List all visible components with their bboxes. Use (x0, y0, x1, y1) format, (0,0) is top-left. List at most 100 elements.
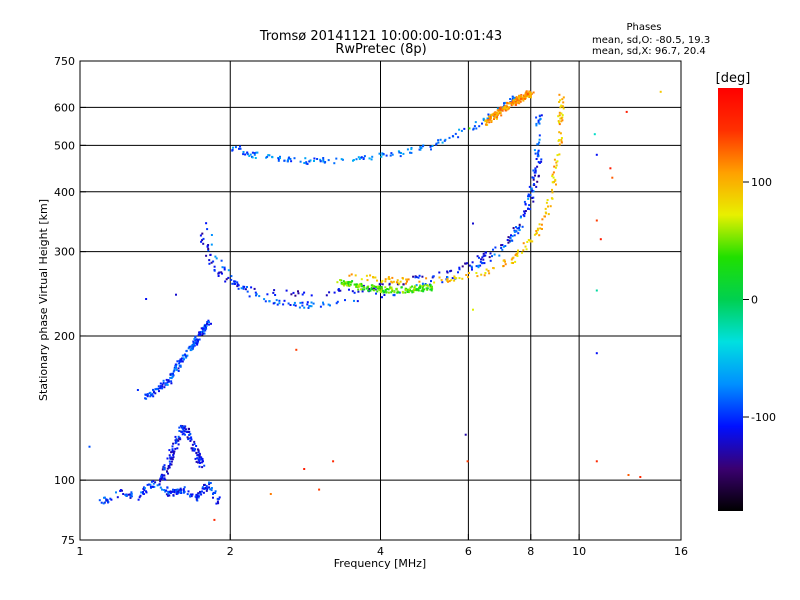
data-point (139, 494, 142, 497)
data-point (200, 327, 203, 330)
data-point (360, 282, 363, 285)
data-point (347, 281, 350, 284)
data-point (519, 100, 522, 103)
data-point (519, 216, 522, 219)
data-point (439, 138, 442, 141)
data-point (312, 302, 315, 305)
data-point (533, 183, 535, 186)
data-point (551, 197, 554, 200)
data-point (239, 145, 241, 148)
data-point (555, 161, 558, 164)
data-point (130, 495, 132, 498)
data-point (485, 121, 488, 124)
data-point (244, 153, 247, 156)
data-point (518, 96, 521, 99)
data-point (529, 94, 532, 97)
data-point (477, 266, 480, 269)
data-point (240, 287, 243, 290)
data-point (595, 352, 598, 355)
data-point (551, 175, 554, 178)
data-point (159, 386, 162, 389)
data-point (391, 276, 394, 279)
data-point (202, 327, 205, 330)
data-point (468, 272, 470, 274)
data-point (593, 133, 596, 136)
data-point (532, 196, 535, 199)
data-point (169, 376, 172, 379)
data-point (389, 154, 392, 157)
axis-ticks: 1 2 4 6 8 10 16 75 100 200 300 400 500 600 750 (54, 55, 688, 558)
data-point (504, 106, 507, 109)
data-point (178, 426, 181, 429)
data-point (196, 343, 199, 346)
data-point (560, 137, 563, 139)
data-point (168, 465, 170, 467)
data-point (522, 242, 525, 245)
data-point (196, 457, 199, 460)
data-point (522, 99, 525, 102)
x-tick-label: 4 (377, 545, 384, 558)
data-point (357, 288, 360, 291)
data-point (536, 229, 539, 232)
data-point (348, 288, 350, 291)
data-point (369, 289, 372, 292)
data-point (170, 460, 173, 463)
data-point (557, 120, 560, 123)
data-point (390, 291, 393, 294)
data-point (207, 247, 210, 250)
data-point (149, 483, 152, 486)
data-point (194, 342, 197, 345)
data-point (341, 283, 344, 286)
data-point (236, 281, 239, 284)
data-point (551, 173, 554, 176)
data-point (161, 383, 164, 386)
data-point (421, 285, 424, 288)
data-point (532, 91, 535, 94)
data-point (125, 494, 127, 497)
data-point (251, 156, 254, 159)
data-point (307, 307, 310, 309)
data-point (152, 391, 155, 394)
data-point (400, 286, 403, 289)
data-point (429, 285, 432, 288)
data-point (169, 456, 172, 459)
data-point (360, 284, 363, 286)
data-point (558, 143, 561, 146)
data-point (170, 451, 173, 454)
data-point (625, 110, 628, 113)
data-point (206, 245, 209, 248)
data-point (555, 183, 557, 186)
data-point (372, 276, 375, 279)
data-point (363, 155, 366, 158)
data-point (310, 301, 313, 304)
data-point (562, 101, 565, 104)
data-point (170, 382, 173, 385)
data-point (345, 281, 348, 284)
y-tick-label: 75 (61, 534, 75, 547)
data-point (199, 331, 201, 334)
data-point (165, 383, 168, 386)
data-point (194, 336, 197, 339)
data-point (535, 116, 538, 119)
data-point (304, 157, 307, 160)
data-point (325, 294, 328, 297)
data-point (174, 366, 177, 369)
data-point (482, 258, 485, 261)
data-point (528, 91, 531, 94)
data-point (531, 240, 534, 243)
data-point (464, 433, 467, 436)
data-point (173, 367, 176, 370)
data-point (192, 447, 195, 450)
data-point (514, 103, 517, 106)
data-point (172, 452, 175, 455)
data-point (539, 227, 542, 230)
data-point (418, 274, 421, 277)
data-point (168, 494, 171, 497)
data-point (413, 287, 416, 290)
data-point (149, 391, 152, 394)
data-point (233, 280, 236, 283)
data-point (420, 289, 423, 292)
stats-title: Phases (626, 22, 661, 33)
data-point (191, 443, 194, 446)
data-point (472, 128, 475, 131)
